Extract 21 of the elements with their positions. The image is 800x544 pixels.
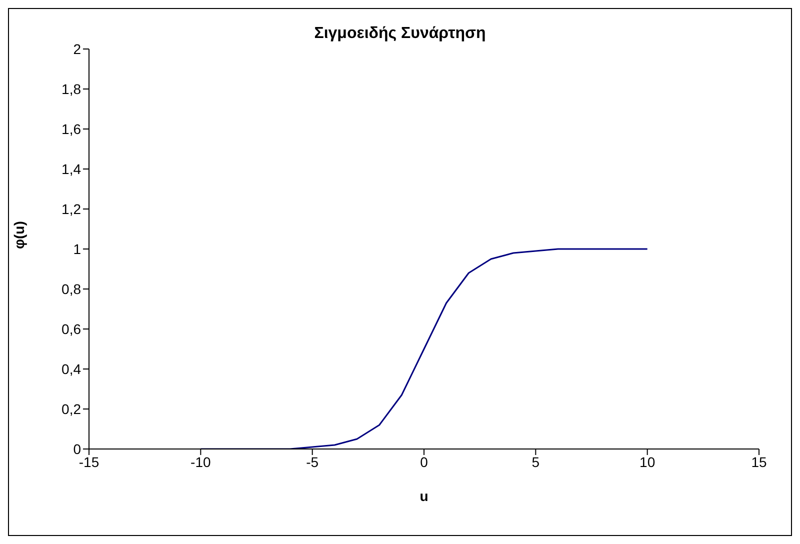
y-tick-label: 1,2	[62, 200, 82, 217]
y-tick-label: 2	[73, 40, 82, 57]
x-tick-label: -15	[78, 454, 100, 470]
y-tick-label: 0,6	[62, 320, 82, 337]
chart-title: Σιγμοειδής Συνάρτηση	[314, 25, 486, 42]
y-tick-label: 1,6	[62, 120, 82, 137]
x-tick-label: 5	[532, 454, 540, 470]
x-tick-label: 10	[640, 454, 656, 470]
x-tick-label: 15	[751, 454, 767, 470]
y-tick-label: 1,4	[62, 160, 82, 177]
y-tick-label: 1,8	[62, 80, 82, 97]
y-tick-label: 0,2	[62, 400, 82, 417]
y-tick-label: 0,8	[62, 280, 82, 297]
y-tick-label: 0,4	[62, 360, 82, 377]
y-axis-title: φ(u)	[10, 221, 27, 249]
y-tick-label: 0	[73, 440, 82, 457]
x-axis-title: u	[420, 488, 428, 504]
x-tick-label: -5	[306, 454, 319, 470]
x-tick-label: 0	[420, 454, 428, 470]
x-tick-label: -10	[190, 454, 211, 470]
y-tick-label: 1	[73, 240, 82, 257]
